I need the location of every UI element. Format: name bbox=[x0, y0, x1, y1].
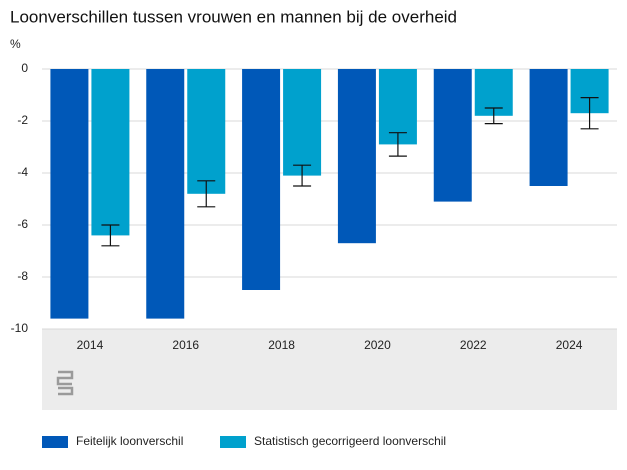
y-tick-label: -10 bbox=[11, 321, 29, 335]
y-axis-label: % bbox=[10, 37, 21, 51]
bar bbox=[50, 69, 89, 319]
x-tick-label: 2014 bbox=[77, 338, 104, 352]
x-tick-label: 2022 bbox=[460, 338, 487, 352]
y-tick-label: 0 bbox=[21, 61, 28, 75]
chart-title: Loonverschillen tussen vrouwen en mannen… bbox=[10, 7, 457, 26]
legend-swatch bbox=[42, 436, 68, 448]
bar bbox=[283, 69, 322, 176]
error-bar bbox=[484, 107, 503, 125]
y-tick-label: -4 bbox=[17, 165, 28, 179]
bar bbox=[146, 69, 185, 319]
y-tick-label: -2 bbox=[17, 113, 28, 127]
bar bbox=[378, 69, 417, 145]
logo bbox=[56, 370, 74, 396]
error-bar bbox=[580, 96, 599, 130]
legend-label: Statistisch gecorrigeerd loonverschil bbox=[254, 434, 446, 448]
error-bar bbox=[197, 180, 216, 208]
x-tick-label: 2016 bbox=[172, 338, 199, 352]
x-tick-label: 2018 bbox=[268, 338, 295, 352]
bar bbox=[433, 69, 472, 202]
legend-swatch bbox=[220, 436, 246, 448]
bar bbox=[337, 69, 376, 244]
y-tick-label: -6 bbox=[17, 217, 28, 231]
error-bar bbox=[293, 164, 312, 187]
x-tick-label: 2020 bbox=[364, 338, 391, 352]
bar bbox=[91, 69, 130, 236]
x-axis-band bbox=[42, 329, 617, 410]
legend-label: Feitelijk loonverschil bbox=[76, 434, 183, 448]
y-tick-label: -8 bbox=[17, 269, 28, 283]
error-bar bbox=[388, 132, 407, 157]
error-bar bbox=[101, 224, 120, 247]
bar bbox=[242, 69, 281, 290]
bar bbox=[529, 69, 568, 186]
bar bbox=[187, 69, 226, 194]
x-tick-label: 2024 bbox=[556, 338, 583, 352]
